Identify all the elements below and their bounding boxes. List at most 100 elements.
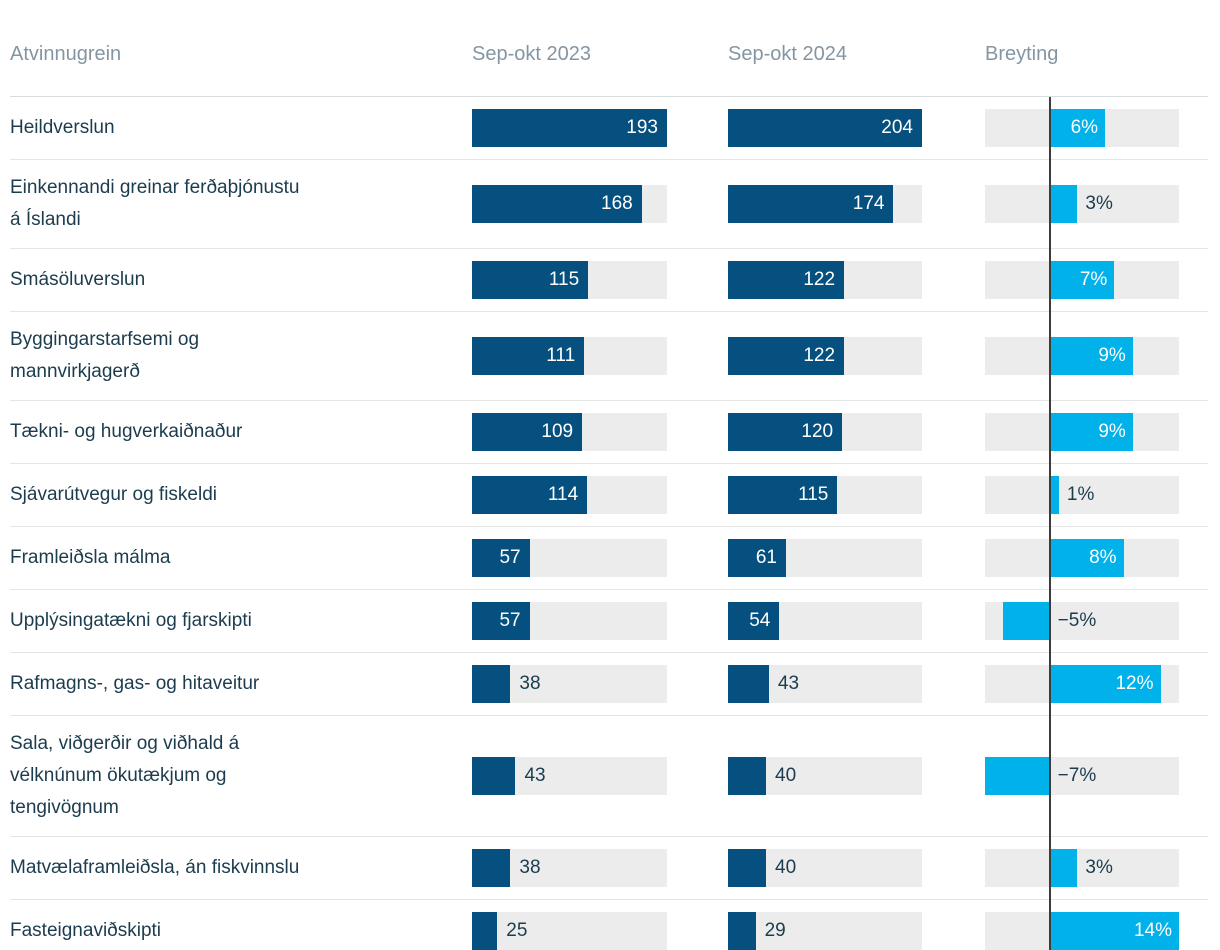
change-bar: 9% bbox=[1049, 337, 1133, 375]
bar-value-label: 25 bbox=[506, 920, 528, 941]
change-value-label: −5% bbox=[1057, 610, 1097, 631]
industry-label: Matvælaframleiðsla, án fiskvinnslu bbox=[10, 857, 300, 878]
change-bar: 6% bbox=[1049, 109, 1106, 147]
change-value-label: 12% bbox=[1115, 673, 1154, 694]
table-row: Tækni- og hugverkaiðnaður 109 120 9% bbox=[10, 401, 1208, 464]
bar-value-label: 54 bbox=[749, 610, 771, 631]
column-header-sep-okt-2024: Sep-okt 2024 bbox=[728, 43, 847, 65]
bar-track-2024: 29 bbox=[728, 912, 922, 950]
bar-track-2023: 43 bbox=[472, 757, 667, 795]
spacer bbox=[667, 776, 728, 777]
change-bar bbox=[985, 757, 1050, 795]
bar-track-2024: 54 bbox=[728, 602, 922, 640]
bar-value-label: 111 bbox=[546, 345, 576, 366]
industry-label: Rafmagns-, gas- og hitaveitur bbox=[10, 673, 260, 694]
value-bar-2024: 122 bbox=[728, 261, 845, 299]
zero-axis-line bbox=[1048, 97, 1051, 950]
change-bar bbox=[1049, 185, 1078, 223]
change-bar: 7% bbox=[1049, 261, 1115, 299]
change-bar-track: 9% bbox=[985, 413, 1179, 451]
change-value-label: 9% bbox=[1098, 421, 1126, 442]
bar-value-label: 29 bbox=[764, 920, 786, 941]
value-bar-2024 bbox=[728, 757, 767, 795]
table-row: Framleiðsla málma 57 61 8% bbox=[10, 527, 1208, 590]
column-header-sep-okt-2023: Sep-okt 2023 bbox=[472, 43, 591, 65]
bar-track-2024: 120 bbox=[728, 413, 922, 451]
bar-value-label: 38 bbox=[519, 673, 541, 694]
table-row: Matvælaframleiðsla, án fiskvinnslu 38 40 3% bbox=[10, 837, 1208, 900]
bar-value-label: 193 bbox=[626, 117, 658, 138]
header-row: Atvinnugrein Sep-okt 2023 Sep-okt 2024 B… bbox=[10, 0, 1208, 97]
change-value-label: 1% bbox=[1066, 484, 1095, 505]
spacer bbox=[922, 128, 985, 129]
bar-value-label: 122 bbox=[803, 345, 836, 366]
spacer bbox=[922, 684, 985, 685]
change-value-label: −7% bbox=[1057, 765, 1097, 786]
bar-track-2024: 40 bbox=[728, 849, 922, 887]
bar-value-label: 43 bbox=[524, 765, 546, 786]
change-bar-track: 3% bbox=[985, 185, 1179, 223]
spacer bbox=[667, 54, 728, 55]
bar-value-label: 38 bbox=[519, 857, 541, 878]
change-bar-track: 3% bbox=[985, 849, 1179, 887]
spacer bbox=[922, 776, 985, 777]
spacer bbox=[922, 432, 985, 433]
change-bar-track: 7% bbox=[985, 261, 1179, 299]
spacer bbox=[667, 684, 728, 685]
value-bar-2023: 57 bbox=[472, 539, 530, 577]
value-bar-2024: 204 bbox=[728, 109, 922, 147]
bar-track-2023: 38 bbox=[472, 665, 667, 703]
spacer bbox=[922, 204, 985, 205]
table-row: Byggingarstarfsemi og mannvirkjagerð 111 1… bbox=[10, 312, 1208, 401]
change-bar-track: 6% bbox=[985, 109, 1179, 147]
value-bar-2024 bbox=[728, 849, 767, 887]
value-bar-2024 bbox=[728, 665, 769, 703]
bar-value-label: 114 bbox=[547, 484, 579, 505]
change-value-label: 8% bbox=[1089, 547, 1117, 568]
industry-label: Sala, viðgerðir og viðhald á vélknúnum ö… bbox=[10, 733, 240, 818]
value-bar-2023 bbox=[472, 912, 498, 950]
bar-track-2024: 122 bbox=[728, 261, 922, 299]
table-row: Einkennandi greinar ferðaþjónustu á Ísla… bbox=[10, 160, 1208, 249]
bar-track-2023: 111 bbox=[472, 337, 667, 375]
bar-value-label: 174 bbox=[852, 193, 885, 214]
bar-track-2023: 115 bbox=[472, 261, 667, 299]
change-bar: 14% bbox=[1049, 912, 1179, 950]
bar-track-2023: 114 bbox=[472, 476, 667, 514]
bar-value-label: 43 bbox=[777, 673, 800, 694]
bar-track-2024: 61 bbox=[728, 539, 922, 577]
spacer bbox=[922, 621, 985, 622]
spacer bbox=[667, 621, 728, 622]
industry-label: Upplýsingatækni og fjarskipti bbox=[10, 610, 252, 631]
industry-label: Framleiðsla málma bbox=[10, 547, 171, 568]
spacer bbox=[922, 558, 985, 559]
industry-label: Smásöluverslun bbox=[10, 269, 146, 290]
table-row: Sjávarútvegur og fiskeldi 114 115 1% bbox=[10, 464, 1208, 527]
value-bar-2024: 54 bbox=[728, 602, 780, 640]
spacer bbox=[667, 432, 728, 433]
spacer bbox=[667, 558, 728, 559]
industry-label: Sjávarútvegur og fiskeldi bbox=[10, 484, 217, 505]
bar-value-label: 122 bbox=[803, 269, 836, 290]
table-body: Heildverslun 193 204 6% Einkennandi greinar … bbox=[10, 97, 1208, 950]
spacer bbox=[667, 356, 728, 357]
bar-value-label: 115 bbox=[548, 269, 580, 290]
bar-track-2024: 204 bbox=[728, 109, 922, 147]
table-row: Smásöluverslun 115 122 7% bbox=[10, 249, 1208, 312]
industry-label: Tækni- og hugverkaiðnaður bbox=[10, 421, 243, 442]
change-bar-track: 9% bbox=[985, 337, 1179, 375]
change-bar-track: 8% bbox=[985, 539, 1179, 577]
bar-track-2023: 109 bbox=[472, 413, 667, 451]
change-bar-track: −7% bbox=[985, 757, 1179, 795]
bar-track-2023: 57 bbox=[472, 539, 667, 577]
bar-track-2023: 25 bbox=[472, 912, 667, 950]
spacer bbox=[922, 280, 985, 281]
change-value-label: 3% bbox=[1085, 193, 1113, 214]
change-value-label: 7% bbox=[1079, 269, 1108, 290]
spacer bbox=[667, 868, 728, 869]
spacer bbox=[667, 128, 728, 129]
change-bar bbox=[1049, 476, 1059, 514]
spacer bbox=[667, 204, 728, 205]
value-bar-2023: 109 bbox=[472, 413, 583, 451]
